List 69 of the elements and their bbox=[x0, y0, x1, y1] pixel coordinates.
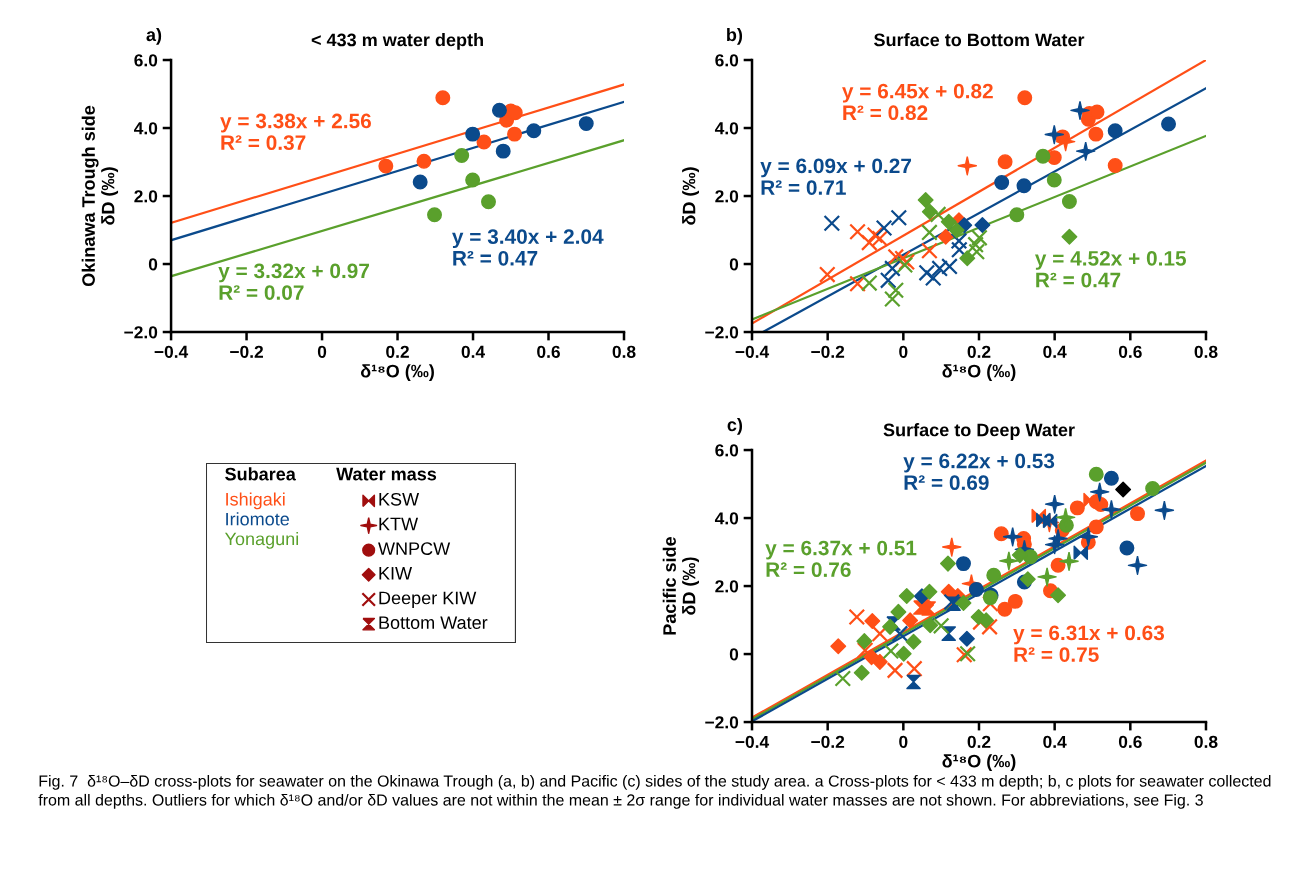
y-axis-title: Okinawa Trough side δD (‰) bbox=[81, 105, 119, 287]
x-axis-title: δ¹⁸O (‰) bbox=[360, 364, 434, 382]
x-tick-label: 0.8 bbox=[612, 345, 636, 358]
text: y = 6.09x + 0.27 R² = 0.71 bbox=[760, 158, 912, 195]
x-tick-label: 0 bbox=[899, 735, 908, 749]
x-tick-label: −0.4 bbox=[154, 345, 189, 358]
y-tick-label: 0 bbox=[729, 258, 739, 271]
chart-subtitle: c) bbox=[727, 417, 743, 435]
text: y = 6.37x + 0.51 R² = 0.76 bbox=[765, 540, 917, 578]
x-tick-label: 0.8 bbox=[1194, 735, 1218, 749]
chart-title: Surface to Bottom Water bbox=[874, 33, 1085, 47]
text: y = 4.52x + 0.15 R² = 0.47 bbox=[1035, 250, 1187, 288]
x-tick-label: 0 bbox=[899, 345, 908, 358]
x-tick-label: 0.2 bbox=[967, 735, 991, 749]
legend-label: KTW bbox=[379, 517, 419, 531]
y-tick-label: 4.0 bbox=[714, 122, 739, 135]
legend-label: KIW bbox=[379, 567, 413, 580]
text: y = 6.31x + 0.63 R² = 0.75 bbox=[1013, 625, 1165, 662]
legend-label: WNPCW bbox=[378, 542, 451, 556]
y-tick-label: 4.0 bbox=[714, 512, 739, 525]
x-tick-label: 0.6 bbox=[537, 345, 560, 358]
x-tick-label: −0.4 bbox=[735, 735, 770, 749]
y-tick-label: 4.0 bbox=[134, 122, 158, 135]
chart-title: Surface to Deep Water bbox=[883, 423, 1075, 440]
x-tick-label: 0.4 bbox=[1043, 345, 1067, 358]
x-tick-label: 0.2 bbox=[967, 345, 991, 358]
y-tick-label: 0 bbox=[729, 648, 739, 661]
x-tick-label: −0.4 bbox=[735, 345, 770, 358]
legend-label: Bottom Water bbox=[379, 616, 488, 629]
y-tick-label: 0 bbox=[148, 258, 158, 271]
legend-label: KSW bbox=[379, 492, 420, 506]
text: Water mass bbox=[336, 467, 437, 481]
text: y = 6.22x + 0.53 R² = 0.69 bbox=[903, 453, 1055, 491]
y-tick-label: 6.0 bbox=[715, 444, 739, 457]
y-tick-label: 6.0 bbox=[715, 54, 739, 67]
x-axis-title: δ¹⁸O (‰) bbox=[942, 364, 1016, 382]
y-tick-label: 6.0 bbox=[134, 54, 158, 67]
legend-label: Iriomote bbox=[226, 512, 289, 526]
y-axis-title: δD (‰) bbox=[682, 167, 699, 225]
legend-label: Yonaguni bbox=[224, 532, 299, 549]
x-tick-label: 0.2 bbox=[386, 345, 409, 358]
x-tick-label: 0.6 bbox=[1118, 735, 1142, 749]
x-tick-label: 0.4 bbox=[1043, 735, 1067, 749]
series-label: y = 3.38x + 2.56 R² = 0.37 bbox=[220, 113, 371, 151]
text: y = 6.45x + 0.82 R² = 0.82 bbox=[842, 83, 993, 121]
caption: Fig. 7 δ¹⁸O–δD cross-plots for seawater on the Okinawa Trough (a, b) and Pacific (c) sides of the study area. a Cross-plots for < 433 m depth; b, c plots for seawater collected from all depths. Outliers for which δ¹⁸O and/or δD values are not within the mean ± 2σ range for individual water masses are not shown. For abbreviations, see Fig. 3 bbox=[38, 774, 1271, 809]
y-tick-label: 2.0 bbox=[715, 190, 739, 203]
chart-title: < 433 m water depth bbox=[311, 33, 483, 50]
chart-subtitle: a) bbox=[146, 27, 162, 45]
text: y = 3.40x + 2.04 R² = 0.47 bbox=[452, 229, 604, 266]
chart-subtitle: b) bbox=[727, 27, 743, 45]
x-tick-label: −0.2 bbox=[811, 735, 845, 749]
y-tick-label: −2.0 bbox=[705, 716, 739, 729]
x-tick-label: −0.2 bbox=[230, 345, 263, 358]
x-tick-label: −0.2 bbox=[811, 345, 845, 358]
y-tick-label: −2.0 bbox=[705, 326, 739, 339]
x-axis-title: δ¹⁸O (‰) bbox=[942, 754, 1016, 772]
y-tick-label: −2.0 bbox=[124, 326, 158, 339]
x-tick-label: 0 bbox=[317, 345, 327, 358]
x-tick-label: 0.6 bbox=[1118, 345, 1142, 358]
series-label: y = 3.32x + 0.97 R² = 0.07 bbox=[218, 263, 370, 300]
y-tick-label: 2.0 bbox=[715, 580, 739, 593]
x-tick-label: 0.4 bbox=[461, 345, 485, 358]
legend-label: Ishigaki bbox=[226, 492, 285, 510]
y-axis-title: Pacific side δD (‰) bbox=[662, 536, 699, 635]
text: Subarea bbox=[225, 467, 296, 481]
y-tick-label: 2.0 bbox=[134, 190, 158, 203]
x-tick-label: 0.8 bbox=[1194, 345, 1218, 358]
legend-label: Deeper KIW bbox=[379, 591, 477, 608]
